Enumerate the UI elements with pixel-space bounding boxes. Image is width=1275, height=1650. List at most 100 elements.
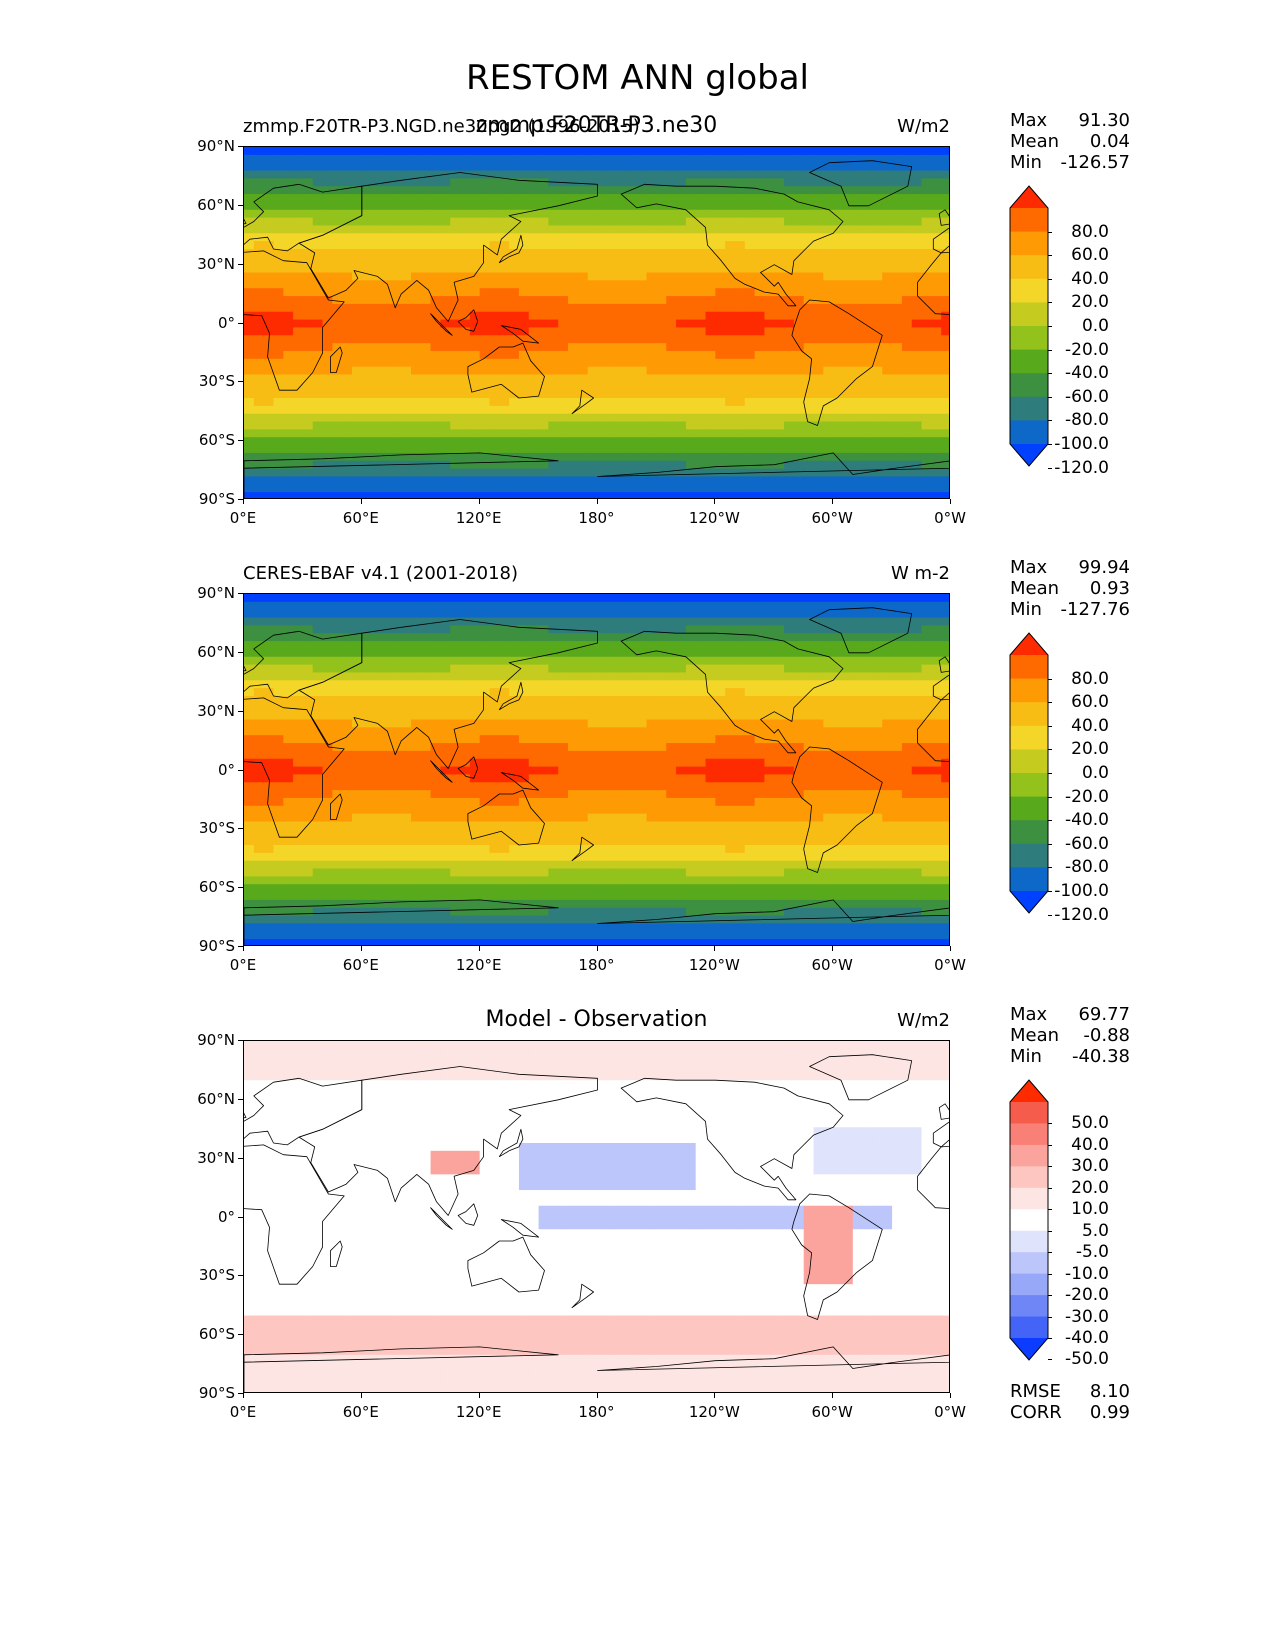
panel-3-colorbar-tick: -20.0 [1065,1285,1109,1306]
coastline-samerica [791,746,883,873]
panel-3-xtick-mark [714,1393,716,1398]
panel-1-ytick: 60°S [198,431,235,450]
coastline-newzealand [571,836,595,862]
panel-1-stat-label: Mean [1010,131,1060,152]
colorbar-segment [1010,820,1048,845]
panel-1-colorbar [1009,185,1049,467]
colorbar-bottom-triangle [1010,891,1048,913]
panel-3-colorbar-tick-mark [1048,1230,1052,1232]
colorbar-segment [1010,867,1048,892]
panel-3-ytick-mark [238,1157,243,1159]
panel-1-colorbar-tick: 80.0 [1071,221,1109,242]
panel-3-colorbar-tick: 50.0 [1071,1113,1109,1134]
panel-1-xtick: 120°E [455,509,502,527]
panel-3-colorbar-tick: -10.0 [1065,1263,1109,1284]
panel-3-ytick: 90°N [197,1031,235,1049]
panel-1-colorbar-tick: 60.0 [1071,245,1109,266]
panel-1-colorbar-tick-mark [1048,420,1052,422]
panel-1-title-center: zmmp.F20TR-P3.ne30 [475,113,718,138]
colorbar-segment [1010,678,1048,703]
panel-3-xtick-mark [478,1393,480,1398]
panel-3-xtick: 0°E [229,1403,257,1421]
panel-2-xtick: 120°W [688,956,740,974]
panel-2-stat-value: -127.76 [1060,599,1130,620]
panel-3-stat-value: 69.77 [1078,1004,1130,1025]
panel-1-colorbar-tick-mark [1048,278,1052,280]
panel-1-map-svg [244,147,949,498]
panel-1-colorbar-tick-mark [1048,396,1052,398]
panel-2-colorbar-tick-mark [1048,914,1052,916]
colorbar-top-triangle [1010,186,1048,208]
coastline-borneo [457,1203,479,1226]
panel-1-xtick: 180° [578,509,615,527]
panel-1-ytick: 0° [217,313,235,332]
colorbar-segment [1010,326,1048,351]
panel-3-ytick-mark [238,1098,243,1100]
coastline-antarctica [597,1346,949,1371]
panel-2-colorbar-tick-mark [1048,867,1052,869]
panel-1-title-left: zmmp.F20TR-P3.NGD.ne30pg2 (1996-2015) [243,116,640,137]
panel-3-ytick: 60°N [197,1089,235,1108]
panel-3-colorbar-tick: -50.0 [1065,1349,1109,1370]
coastline-japan [498,1128,524,1158]
panel-3-colorbar-tick: -40.0 [1065,1328,1109,1348]
panel-3-colorbar-tick-mark [1048,1144,1052,1146]
colorbar-segment [1010,1144,1048,1167]
panel-2-map-svg [244,594,949,945]
coastline-borneo [457,309,479,332]
colorbar-segment [1010,1123,1048,1146]
colorbar-segment [1010,208,1048,233]
panel-1-colorbar-tick: -60.0 [1065,386,1109,407]
panel-1-xtick-mark [596,499,598,504]
panel-1-colorbar-tick-mark [1048,255,1052,257]
coastline-sumatra [430,760,453,783]
panel-1-xtick-mark [360,499,362,504]
panel-1-field [244,147,949,498]
panel-3-extra-stat-label: RMSE [1010,1381,1061,1402]
coastline-newguinea [500,325,540,344]
panel-2-ytick-mark [238,769,243,771]
panel-2-ytick: 60°S [198,878,235,897]
panel-2-colorbar-tick-mark [1048,843,1052,845]
panel-1-colorbar-tick-mark [1048,349,1052,351]
coastline-madagascar [330,793,343,820]
panel-2-xtick: 180° [578,956,615,974]
coastline-namerica [620,183,844,307]
panel-2-xtick-mark [714,946,716,951]
panel-3-xtick-mark [596,1393,598,1398]
panel-2-stat-value: 99.94 [1078,557,1130,578]
colorbar-bottom-triangle [1010,444,1048,466]
panel-3-colorbar-tick-mark [1048,1209,1052,1211]
panel-1-colorbar-tick: -120.0 [1054,457,1109,478]
panel-3-xtick-mark [832,1393,834,1398]
panel-1-xtick-mark [950,499,951,504]
panel-1-stat-value: 0.04 [1089,131,1130,152]
figure-title: RESTOM ANN global [466,58,809,98]
panel-3-colorbar-tick-mark [1048,1359,1052,1361]
colorbar-segment [1010,1316,1048,1339]
panel-1-colorbar-tick: -100.0 [1054,434,1109,454]
coastline-antarctica [597,899,949,924]
panel-3-colorbar-tick-mark [1048,1187,1052,1189]
panel-2-colorbar-tick: -100.0 [1054,881,1109,901]
panel-2-ytick: 60°N [197,642,235,661]
panel-1-xtick-mark [832,499,834,504]
panel-3-xtick: 0°W [934,1403,966,1421]
panel-3-map [243,1040,950,1393]
coastline-uk [244,665,247,672]
panel-3-colorbar-tick-mark [1048,1273,1052,1275]
panel-3-xtick: 180° [578,1403,615,1421]
colorbar-segment [1010,420,1048,445]
panel-3-colorbar-tick-mark [1048,1123,1052,1125]
coastline-madagascar [330,1240,343,1267]
colorbar-segment [1010,1166,1048,1189]
panel-2-xtick: 60°E [342,956,379,974]
panel-3-colorbar-tick: -5.0 [1075,1242,1109,1263]
panel-2-colorbar-tick-mark [1048,891,1052,892]
panel-2-colorbar-tick-mark [1048,749,1052,751]
panel-2-colorbar-tick-mark [1048,820,1052,822]
panel-2-colorbar-tick-mark [1048,773,1052,774]
panel-2-colorbar-tick: 60.0 [1071,692,1109,713]
panel-3-stat-label: Min [1010,1046,1042,1067]
panel-2-colorbar-tick-mark [1048,678,1052,680]
